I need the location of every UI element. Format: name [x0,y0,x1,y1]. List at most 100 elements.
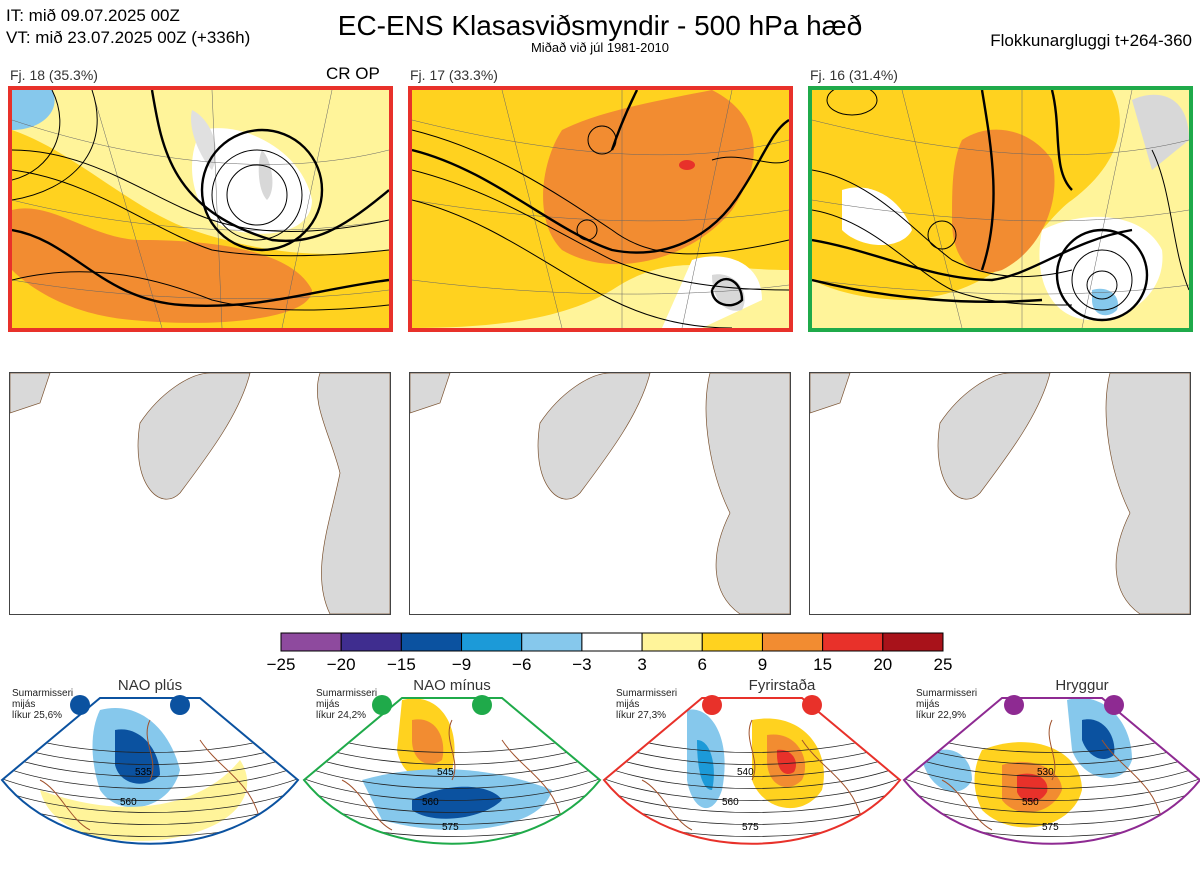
height-contour [604,789,900,813]
colorbar-segment [761,632,824,652]
regime-season: Sumarmisseri [12,688,74,699]
height-contour [604,765,900,789]
blank-map-1 [9,372,391,615]
height-contour [304,777,600,801]
anomaly-shading [922,749,972,792]
contour-label: 530 [1037,767,1054,778]
regime-dot [1104,695,1124,715]
height-contour [904,753,1200,777]
cluster-map-1[interactable] [8,86,393,332]
contour-label: 560 [120,797,137,808]
contour-label: 560 [722,797,739,808]
anomaly-shading [40,760,248,841]
regime-map: 545 560 575 [302,695,602,845]
anomaly-shading [697,740,714,790]
contour-label: 575 [742,822,759,833]
anomaly-shading [1017,773,1048,802]
regime-name: Fyrirstaða [748,677,816,694]
colorbar-segment [701,632,763,652]
colorbar-tick-label: −15 [386,655,416,674]
colorbar-segment [581,632,643,652]
regime-border [0,697,300,845]
classification-window: Flokkunargluggi t+264-360 [990,31,1192,50]
page-subtitle: Miðað við júl 1981-2010 [530,40,670,55]
regime-season: Sumarmisseri [916,688,978,699]
colorbar-tick-label: 25 [933,655,953,674]
panel-1-label: Fj. 18 (35.3%) [10,67,98,83]
panel-1-tag: CR OP [326,64,380,83]
anomaly-shading [412,786,502,819]
regime-name: NAO mínus [413,677,491,694]
regime-name: Hryggur [1055,677,1109,694]
height-contour [304,753,600,777]
height-contour [604,777,900,801]
contour-label: 540 [737,767,754,778]
colorbar [280,632,944,652]
colorbar-tick-label: 20 [873,655,893,674]
regime-dot [802,695,822,715]
regime-prob: líkur 25,6% [12,710,63,721]
anomaly-shading [1082,719,1115,760]
colorbar-tick-label: 6 [697,655,707,674]
anomaly-shading [115,729,160,784]
regime-border [902,697,1200,845]
regime-map: 540 560 575 [602,695,902,845]
regime-dot [472,695,492,715]
regime-border [302,697,602,845]
panel-2-label: Fj. 17 (33.3%) [410,67,498,83]
height-contour [904,777,1200,801]
valid-time: VT: mið 23.07.2025 00Z (+336h) [6,28,251,47]
height-contour [604,753,900,777]
coastline [341,719,563,831]
coastline [641,719,863,831]
initial-time: IT: mið 09.07.2025 00Z [6,6,180,25]
cluster-map-3[interactable] [808,86,1193,332]
cluster-map-2[interactable] [408,86,793,332]
regime-method: mijás [12,699,36,710]
blank-map-3 [809,372,1191,615]
page-title: EC-ENS Klasasviðsmyndir - 500 hPa hæð [337,10,863,41]
height-contour [304,765,600,789]
colorbar-tick-label: 15 [813,655,833,674]
colorbar-segment [641,632,703,652]
regime-map: 535 560 [0,695,300,845]
colorbar-tick-label: −6 [512,655,532,674]
regime-dot [1004,695,1024,715]
regime-dot [70,695,90,715]
height-contour [904,789,1200,813]
contour-label: 535 [135,767,152,778]
height-contour [2,777,298,801]
colorbar-segment [461,632,523,652]
coastline [39,719,261,831]
contour-label: 545 [437,767,454,778]
colorbar-tick-label: 3 [637,655,647,674]
contour-label: 575 [442,822,459,833]
anomaly-shading [412,719,444,764]
run-info: IT: mið 09.07.2025 00Z VT: mið 23.07.202… [6,5,250,49]
colorbar-segment [521,632,583,652]
contour-label: 560 [422,797,439,808]
coastline [941,719,1163,831]
regime-dot [170,695,190,715]
anomaly-shading [776,749,797,774]
regime-border [602,697,902,845]
regime-method: mijás [316,699,340,710]
colorbar-tick-label: −20 [326,655,356,674]
regime-dot [702,695,722,715]
height-contour [2,753,298,777]
regime-season: Sumarmisseri [316,688,378,699]
regime-prob: líkur 27,3% [616,710,667,721]
blank-map-2 [409,372,791,615]
colorbar-tick-label: 9 [757,655,768,674]
colorbar-tick-label: −9 [451,655,472,674]
regime-dot [372,695,392,715]
regime-prob: líkur 22,9% [916,710,967,721]
regime-prob: líkur 24,2% [316,710,367,721]
colorbar-segment [280,632,342,652]
regime-map: 530 550 575 [902,695,1200,845]
colorbar-segment [882,632,944,652]
contour-label: 575 [1042,822,1059,833]
height-contour [2,765,298,789]
colorbar-tick-label: −25 [266,655,296,674]
contour-label: 550 [1022,797,1039,808]
